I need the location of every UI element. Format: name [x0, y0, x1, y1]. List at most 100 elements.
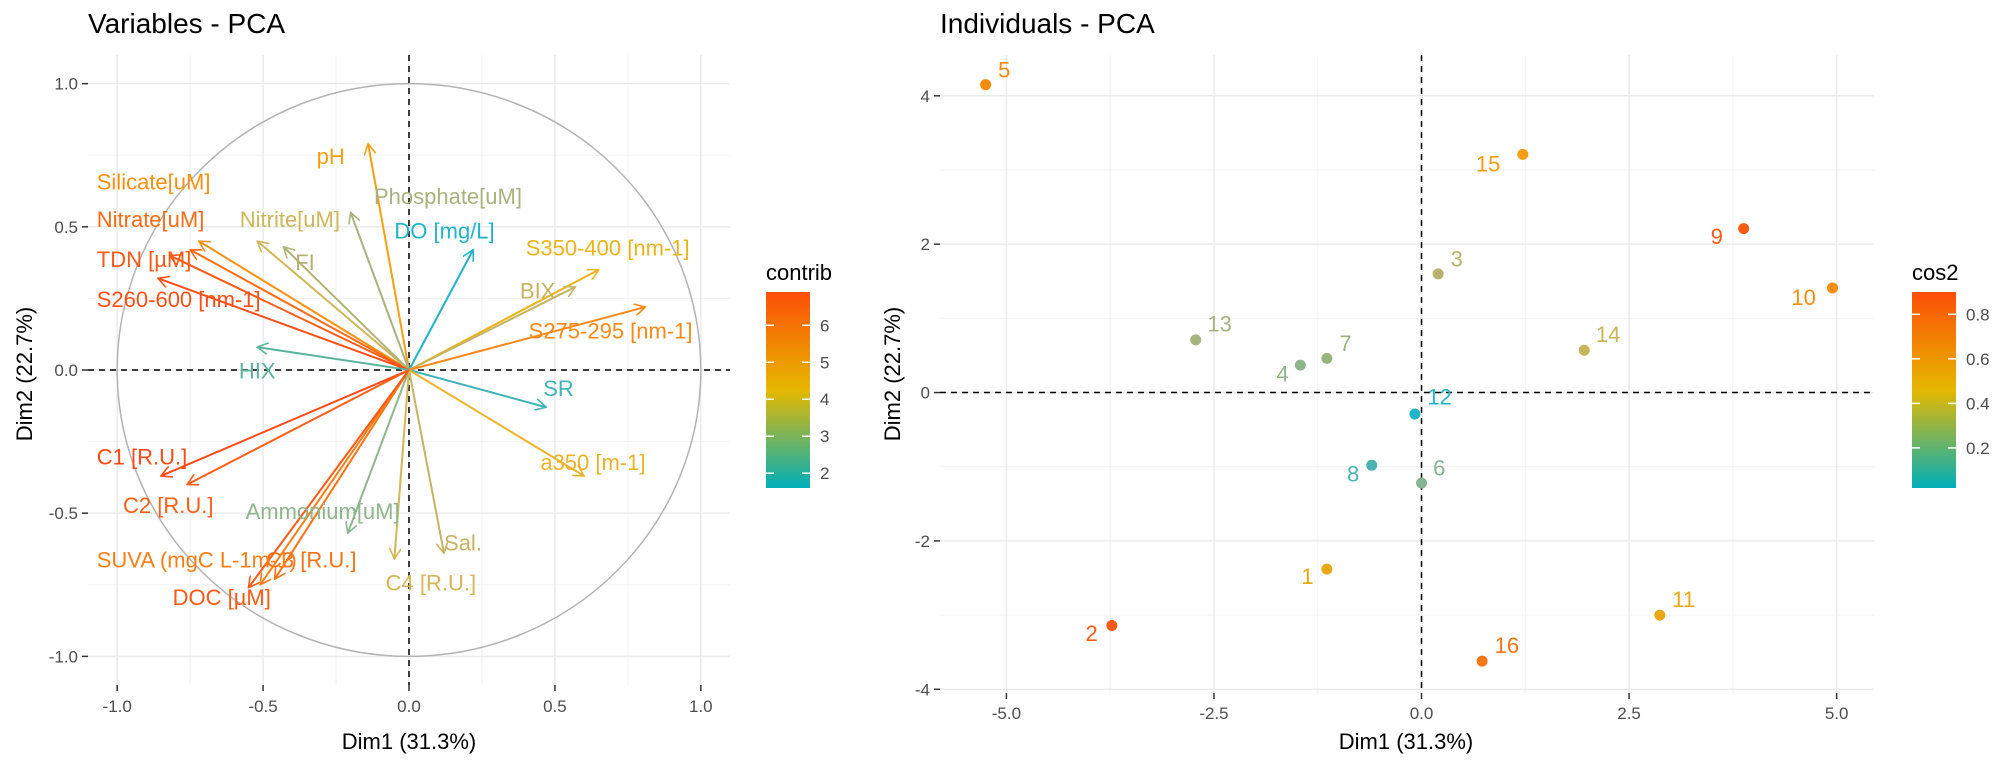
point-label-5: 5	[998, 57, 1010, 82]
label-sal: Sal.	[444, 530, 482, 555]
point-7	[1321, 352, 1333, 364]
cos2-tick-label: 0.4	[1966, 394, 1990, 413]
label-bix: BIX	[520, 278, 556, 303]
label-do: DO [mg/L]	[394, 218, 494, 243]
variables-y-tick-label: 0.0	[54, 361, 78, 380]
point-label-4: 4	[1276, 361, 1288, 386]
correlation-circle	[116, 82, 702, 658]
contrib-legend-ticks: 2 3 4 5 6	[766, 316, 829, 483]
point-15	[1517, 148, 1529, 160]
variables-y-tick-label: -0.5	[49, 504, 78, 523]
correlation-circle-outline	[116, 82, 702, 658]
arrow-ph	[368, 144, 410, 371]
arrow-c3	[275, 369, 410, 579]
arrow-s260600	[158, 278, 410, 371]
arrow-bix	[408, 287, 575, 371]
variables-y-ticks: -1.0 -0.5 0.0 0.5 1.0	[49, 75, 88, 666]
variables-x-axis-title: Dim1 (31.3%)	[342, 729, 476, 754]
variable-labels: pH Silicate[uM] Phosphate[uM] Nitrate[uM] Ni…	[97, 144, 693, 610]
arrow-sr	[408, 369, 546, 407]
arrow-c1	[161, 369, 410, 476]
individuals-x-tick-label: 2.5	[1617, 704, 1641, 723]
point-13	[1190, 334, 1202, 346]
variables-chart-title: Variables - PCA	[88, 8, 285, 39]
arrow-ammonium	[348, 369, 410, 533]
label-hix: HIX	[239, 359, 276, 384]
point-label-13: 13	[1207, 312, 1231, 337]
contrib-tick-label: 6	[820, 316, 829, 335]
label-nitrite: Nitrite[uM]	[240, 207, 340, 232]
point-label-3: 3	[1451, 246, 1463, 271]
point-5	[980, 79, 992, 91]
arrow-c2	[187, 369, 410, 485]
variables-y-axis-title: Dim2 (22.7%)	[12, 307, 37, 441]
point-label-15: 15	[1476, 151, 1500, 176]
contrib-tick-label: 3	[820, 427, 829, 446]
cos2-tick-label: 0.6	[1966, 350, 1990, 369]
arrow-fi	[284, 247, 410, 371]
cos2-tick-label: 0.8	[1966, 305, 1990, 324]
variables-x-tick-label: -1.0	[103, 697, 132, 716]
variables-x-tick-label: 1.0	[689, 697, 713, 716]
arrow-s275295	[408, 307, 645, 371]
contrib-tick-label: 5	[820, 353, 829, 372]
point-label-8: 8	[1347, 462, 1359, 487]
label-a350: a350 [m-1]	[540, 450, 645, 475]
point-10	[1826, 282, 1838, 294]
cos2-tick-label: 0.2	[1966, 439, 1990, 458]
variables-x-tick-label: 0.0	[397, 697, 421, 716]
variables-x-ticks: -1.0 -0.5 0.0 0.5 1.0	[103, 685, 713, 716]
variables-x-tick-label: 0.5	[543, 697, 567, 716]
point-label-10: 10	[1791, 285, 1815, 310]
arrow-hix	[257, 347, 410, 371]
individuals-x-tick-label: 5.0	[1825, 704, 1849, 723]
contrib-legend: contrib 2 3 4 5 6	[766, 260, 832, 488]
variable-arrows	[158, 144, 645, 588]
individual-points	[980, 79, 1838, 667]
label-c3: C3 [R.U.]	[266, 548, 356, 573]
arrow-nitrate	[190, 248, 410, 371]
point-2	[1106, 619, 1118, 631]
arrow-c4	[394, 369, 410, 559]
arrow-phosphate	[351, 213, 410, 371]
variables-y-tick-label: -1.0	[49, 647, 78, 666]
point-label-12: 12	[1427, 384, 1451, 409]
label-phosphate: Phosphate[uM]	[374, 184, 522, 209]
label-ammonium: Ammonium[uM]	[246, 499, 400, 524]
arrow-suva	[260, 369, 410, 585]
arrow-doc	[249, 369, 410, 588]
point-6	[1416, 477, 1428, 489]
point-4	[1294, 359, 1306, 371]
label-tdn: TDN [µM]	[97, 247, 192, 272]
individuals-y-ticks: -4 -2 0 2 4	[915, 87, 940, 699]
point-label-14: 14	[1596, 322, 1620, 347]
label-c2: C2 [R.U.]	[123, 493, 213, 518]
arrow-silicate	[199, 241, 410, 371]
point-label-9: 9	[1711, 224, 1723, 249]
individuals-x-tick-label: 0.0	[1410, 704, 1434, 723]
individuals-grid	[940, 55, 1874, 693]
individuals-x-axis-title: Dim1 (31.3%)	[1339, 729, 1473, 754]
individuals-y-tick-label: 2	[921, 235, 930, 254]
arrow-do	[408, 250, 473, 371]
label-c4: C4 [R.U.]	[386, 571, 476, 596]
individuals-x-ticks: -5.0 -2.5 0.0 2.5 5.0	[992, 693, 1849, 723]
cos2-legend: cos2 0.2 0.4 0.6 0.8	[1912, 260, 1990, 488]
label-s260600: S260-600 [nm-1]	[97, 287, 261, 312]
individuals-y-tick-label: -2	[915, 532, 930, 551]
arrow-nitrite	[257, 241, 410, 371]
point-label-6: 6	[1433, 456, 1445, 481]
individuals-x-tick-label: -2.5	[1199, 704, 1228, 723]
individuals-chart-title: Individuals - PCA	[940, 8, 1155, 39]
point-9	[1738, 223, 1750, 235]
individuals-y-tick-label: 0	[921, 384, 930, 403]
arrow-sal	[408, 369, 444, 553]
cos2-color-bar	[1912, 292, 1956, 488]
label-suva: SUVA (mgC L-1m-1)	[97, 548, 297, 573]
point-label-7: 7	[1339, 331, 1351, 356]
point-14	[1578, 344, 1590, 356]
point-8	[1366, 459, 1378, 471]
arrow-a350	[408, 369, 584, 476]
